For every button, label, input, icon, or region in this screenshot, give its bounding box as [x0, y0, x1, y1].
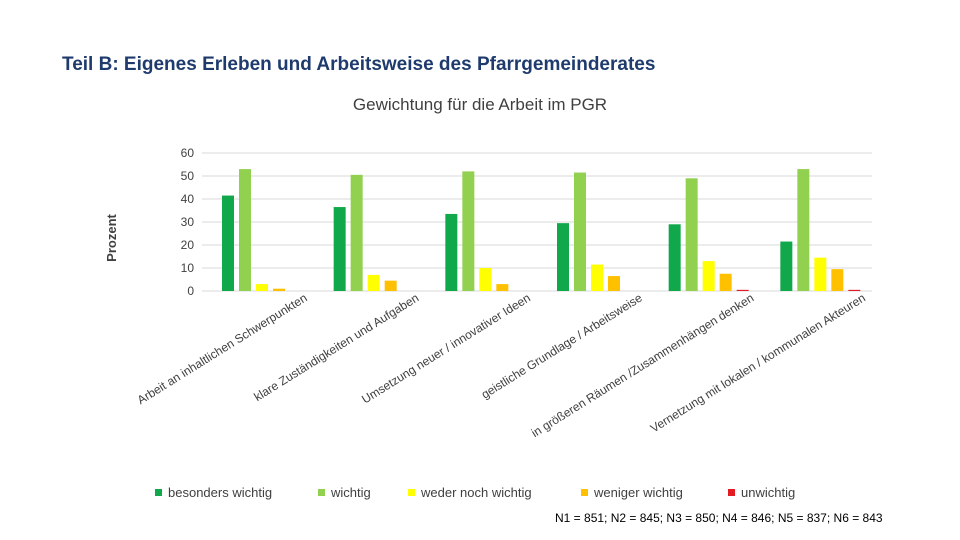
category-label: Vernetzung mit lokalen / kommunalen Akte… — [648, 291, 868, 436]
y-tick-labels: 0 10 20 30 40 50 60 — [181, 146, 195, 298]
legend-item-unwichtig: unwichtig — [728, 485, 795, 500]
bar — [273, 288, 285, 291]
y-tick-label: 40 — [181, 192, 195, 206]
bar — [239, 169, 251, 291]
bar — [814, 257, 827, 291]
bar — [479, 268, 492, 291]
chart-title: Gewichtung für die Arbeit im PGR — [353, 95, 607, 114]
legend-label: weder noch wichtig — [421, 485, 532, 500]
bar — [831, 269, 844, 291]
y-tick-label: 20 — [181, 238, 195, 252]
bar — [367, 274, 380, 291]
bar — [736, 289, 749, 291]
bar — [445, 213, 458, 291]
category-label: Arbeit an inhaltlichen Schwerpunkten — [135, 291, 310, 408]
y-axis-label: Prozent — [104, 213, 119, 261]
bar — [333, 207, 346, 291]
y-tick-label: 0 — [187, 284, 194, 298]
bar — [608, 276, 620, 291]
y-tick-label: 30 — [181, 215, 195, 229]
sample-size-note: N1 = 851; N2 = 845; N3 = 850; N4 = 846; … — [555, 511, 883, 525]
y-tick-label: 50 — [181, 169, 195, 183]
bar — [719, 273, 732, 291]
bars — [222, 169, 861, 291]
legend-label: weniger wichtig — [594, 485, 683, 500]
category-label: in größeren Räumen /Zusammenhängen denke… — [529, 291, 756, 440]
bar — [685, 178, 698, 291]
bar — [780, 241, 793, 291]
slide-heading: Teil B: Eigenes Erleben und Arbeitsweise… — [62, 54, 656, 75]
legend-swatch — [408, 489, 415, 496]
bar — [557, 223, 569, 291]
legend-item-wichtig: wichtig — [318, 485, 371, 500]
legend-swatch — [318, 489, 325, 496]
bar — [462, 171, 475, 291]
legend-swatch — [155, 489, 162, 496]
bar — [668, 224, 681, 291]
legend-item-besonders-wichtig: besonders wichtig — [155, 485, 272, 500]
legend-label: unwichtig — [741, 485, 796, 500]
bar — [256, 284, 268, 291]
bar — [574, 172, 586, 291]
bar — [350, 174, 363, 291]
category-labels: Arbeit an inhaltlichen Schwerpunktenklar… — [135, 291, 868, 441]
bar — [496, 284, 509, 291]
bar — [702, 261, 715, 291]
bar — [222, 195, 234, 291]
legend-label: besonders wichtig — [168, 485, 273, 500]
y-tick-label: 60 — [181, 146, 195, 160]
bar — [384, 280, 397, 291]
y-tick-label: 10 — [181, 261, 195, 275]
legend-swatch — [581, 489, 588, 496]
bar — [591, 264, 603, 291]
legend-item-weder-noch-wichtig: weder noch wichtig — [408, 485, 532, 500]
bar — [797, 169, 810, 291]
legend-swatch — [728, 489, 735, 496]
bar — [848, 289, 861, 291]
legend-label: wichtig — [331, 485, 371, 500]
gridlines — [202, 152, 872, 292]
legend-item-weniger-wichtig: weniger wichtig — [581, 485, 683, 500]
